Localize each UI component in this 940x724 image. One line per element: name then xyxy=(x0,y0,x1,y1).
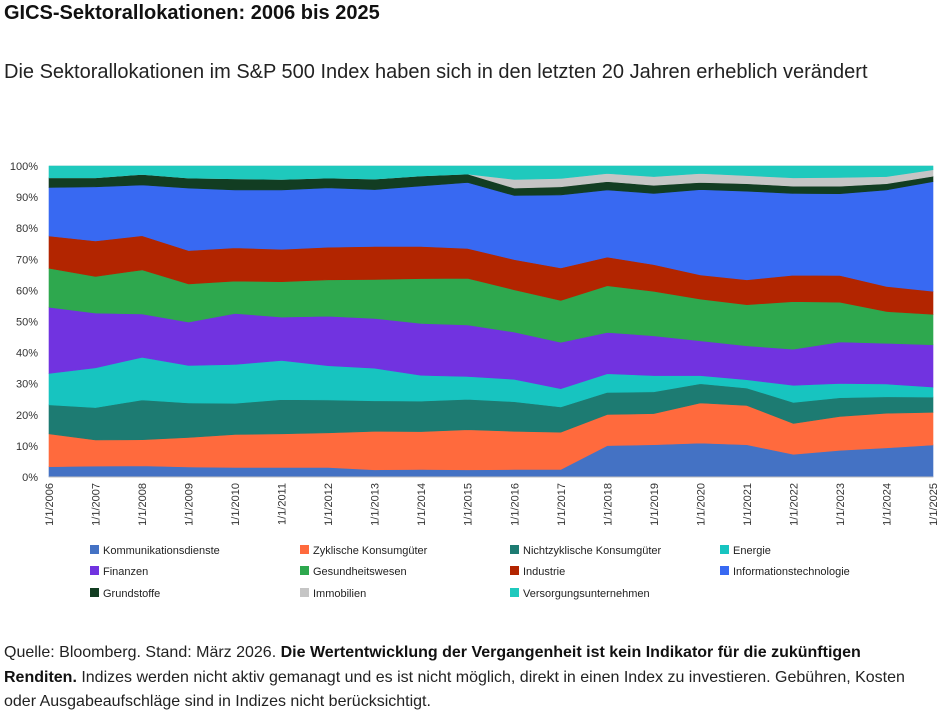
legend-label: Industrie xyxy=(523,566,565,578)
x-tick-label: 1/1/2012 xyxy=(323,483,335,526)
x-tick-label: 1/1/2013 xyxy=(370,483,382,526)
legend-label: Zyklische Konsumgüter xyxy=(313,545,428,557)
x-tick-label: 1/1/2016 xyxy=(509,483,521,526)
legend-swatch xyxy=(90,545,99,554)
legend-label: Immobilien xyxy=(313,588,366,600)
x-tick-label: 1/1/2007 xyxy=(91,483,103,526)
legend-label: Informationstechnologie xyxy=(733,566,850,578)
page-title: GICS-Sektorallokationen: 2006 bis 2025 xyxy=(4,2,380,24)
y-tick-label: 90% xyxy=(16,192,38,204)
source-text-end: Indizes werden nicht aktiv gemanagt und … xyxy=(4,668,905,711)
legend-swatch xyxy=(300,566,309,575)
x-tick-label: 1/1/2010 xyxy=(230,483,242,526)
legend-swatch xyxy=(510,588,519,597)
x-tick-label: 1/1/2021 xyxy=(742,483,754,526)
x-tick-label: 1/1/2009 xyxy=(184,483,196,526)
x-tick-label: 1/1/2006 xyxy=(44,483,56,526)
legend-swatch xyxy=(300,588,309,597)
x-tick-label: 1/1/2008 xyxy=(137,483,149,526)
x-tick-label: 1/1/2015 xyxy=(463,483,475,526)
legend-swatch xyxy=(90,588,99,597)
area-series-versorgungsunternehmen xyxy=(48,165,934,180)
x-tick-label: 1/1/2022 xyxy=(788,483,800,526)
x-axis: 1/1/2006 1/1/2007 1/1/2008 1/1/2009 1/1/2010… xyxy=(44,476,940,526)
legend-label: Grundstoffe xyxy=(103,588,160,600)
source-note: Quelle: Bloomberg. Stand: März 2026. Die… xyxy=(4,641,936,715)
x-tick-label: 1/1/2011 xyxy=(277,483,289,525)
y-tick-label: 60% xyxy=(16,285,38,297)
y-tick-label: 10% xyxy=(16,441,38,453)
y-tick-label: 40% xyxy=(16,348,38,360)
y-tick-label: 70% xyxy=(16,254,38,266)
x-tick-label: 1/1/2014 xyxy=(416,483,428,526)
legend-label: Energie xyxy=(733,545,771,557)
disclaimer-bold: Die Wertentwicklung der Vergangenheit is… xyxy=(4,644,861,686)
y-tick-label: 50% xyxy=(16,317,38,329)
x-tick-label: 1/1/2019 xyxy=(649,483,661,526)
legend-swatch xyxy=(720,545,729,554)
legend-label: Gesundheitswesen xyxy=(313,566,407,578)
y-tick-label: 100% xyxy=(10,161,38,173)
x-tick-label: 1/1/2018 xyxy=(602,483,614,526)
source-text: Quelle: Bloomberg. Stand: März 2026. xyxy=(4,644,281,661)
x-tick-label: 1/1/2024 xyxy=(881,483,893,526)
legend-swatch xyxy=(300,545,309,554)
y-tick-label: 0% xyxy=(22,472,38,484)
y-tick-label: 20% xyxy=(16,410,38,422)
y-axis: 0% 10% 20% 30% 40% 50% 60% 70% 80% 90% 100% xyxy=(10,161,38,484)
legend-label: Kommunikationsdienste xyxy=(103,545,220,557)
x-tick-label: 1/1/2025 xyxy=(928,483,940,526)
x-tick-label: 1/1/2020 xyxy=(695,483,707,526)
legend-swatch xyxy=(720,566,729,575)
x-tick-label: 1/1/2023 xyxy=(835,483,847,526)
legend-swatch xyxy=(510,566,519,575)
area-series xyxy=(48,165,934,478)
stacked-area-chart: 0% 10% 20% 30% 40% 50% 60% 70% 80% 90% 100% 1/1/20… xyxy=(10,161,940,600)
legend-swatch xyxy=(510,545,519,554)
legend-label: Finanzen xyxy=(103,566,148,578)
y-tick-label: 30% xyxy=(16,379,38,391)
legend-label: Versorgungsunternehmen xyxy=(523,588,650,600)
y-tick-label: 80% xyxy=(16,223,38,235)
legend: Kommunikationsdienste Zyklische Konsumgüt… xyxy=(90,545,850,600)
page-subtitle: Die Sektorallokationen im S&P 500 Index … xyxy=(4,61,868,83)
x-tick-label: 1/1/2017 xyxy=(556,483,568,526)
legend-swatch xyxy=(90,566,99,575)
legend-label: Nichtzyklische Konsumgüter xyxy=(523,545,662,557)
